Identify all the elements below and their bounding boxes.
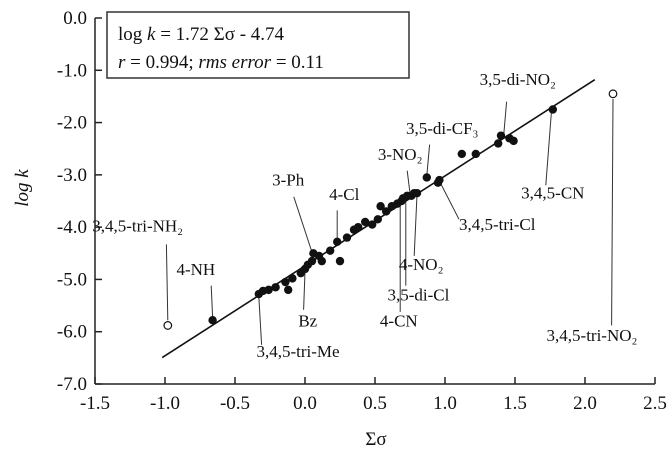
data-point <box>354 222 363 232</box>
annotation-leader-line <box>426 144 431 176</box>
leader-lines <box>165 99 614 345</box>
equation-line-1: log k = 1.72 Σσ - 4.74 <box>118 24 285 45</box>
annotation-label: 3,4,5-tri-Me <box>256 342 339 361</box>
annotation-label: 3,4,5-tri-Cl <box>459 215 536 234</box>
annotation-label: 4-NH <box>176 260 215 279</box>
data-point <box>288 274 297 283</box>
data-point <box>271 283 280 292</box>
equation-part: log <box>118 24 147 45</box>
y-tick-label: -1.0 <box>57 60 87 81</box>
equation-line-2: r = 0.994; rms error = 0.11 <box>118 52 324 73</box>
data-point <box>368 220 377 229</box>
x-tick-label: 0.0 <box>293 393 317 414</box>
annotation-leader-line <box>258 296 263 345</box>
data-point <box>307 256 317 266</box>
annotation-leader-line <box>406 170 411 194</box>
y-axis: 0.0 -1.0 -2.0 -3.0 -4.0 -5.0 -6.0 -7.0 <box>57 8 102 395</box>
data-point <box>548 105 557 114</box>
annotation-label: 3,4,5-CN <box>521 183 584 202</box>
x-tick-label: 2.0 <box>573 393 597 414</box>
annotation-leader-line <box>440 183 460 220</box>
open-data-point <box>163 321 173 330</box>
x-tick-label: 1.5 <box>503 393 527 414</box>
data-point <box>333 237 342 246</box>
equation-part: = 1.72 Σσ - 4.74 <box>155 24 284 45</box>
annotation-label: Bz <box>298 311 317 330</box>
annotation-label: 4-NO₂ <box>399 255 444 274</box>
annotations: 3,5-di-NO₂ 3,5-di-CF₃ 3-NO₂ 3-Ph 4-Cl 3,4,5-C… <box>92 70 637 361</box>
data-point <box>435 175 444 185</box>
data-point <box>412 188 422 198</box>
x-axis: -1.5 -1.0 -0.5 0.0 0.5 1.0 1.5 2.0 2.5 <box>80 377 667 414</box>
data-point <box>376 202 385 211</box>
annotation-label: 3,4,5-tri-NH₂ <box>92 216 183 235</box>
y-tick-label: 0.0 <box>63 8 87 29</box>
equation-part: = 0.11 <box>271 52 324 73</box>
x-tick-label: -0.5 <box>220 393 250 414</box>
equation-italic-part: r <box>118 52 126 73</box>
x-tick-label: 0.5 <box>363 393 387 414</box>
data-point <box>264 285 273 295</box>
annotation-label: 3,5-di-NO₂ <box>480 70 556 89</box>
data-point <box>494 139 503 148</box>
annotation-leader-line <box>545 112 552 186</box>
annotation-label: 4-Cl <box>329 185 360 204</box>
data-point <box>361 217 370 227</box>
annotation-leader-line <box>293 196 313 253</box>
equation-italic-part: k <box>147 24 156 45</box>
annotation-label: 3,5-di-CF₃ <box>406 119 479 138</box>
y-tick-label: -4.0 <box>57 217 87 238</box>
y-tick-label: -5.0 <box>57 269 87 290</box>
open-data-point <box>608 89 618 99</box>
x-tick-label: 2.5 <box>643 393 667 414</box>
annotation-leader-line <box>303 271 306 310</box>
x-tick-label: -1.0 <box>150 393 180 414</box>
annotation-leader-line <box>413 194 418 256</box>
data-point <box>457 149 466 159</box>
data-point <box>317 256 326 266</box>
y-tick-label: -6.0 <box>57 322 87 343</box>
data-point <box>208 316 217 325</box>
annotation-label: 3,5-di-Cl <box>387 285 449 304</box>
data-point <box>373 215 382 224</box>
annotation-label: 4-CN <box>380 311 418 330</box>
y-tick-label: -7.0 <box>57 374 87 395</box>
data-point <box>422 173 431 182</box>
data-point <box>281 277 290 287</box>
y-tick-label: -3.0 <box>57 165 87 186</box>
data-point <box>471 149 480 159</box>
y-axis-title: log k <box>12 169 33 207</box>
data-points <box>163 89 618 330</box>
annotation-label: 3-NO₂ <box>378 145 423 164</box>
equation-italic-part: rms error <box>198 52 271 73</box>
annotation-leader-line <box>210 285 214 318</box>
annotation-leader-line <box>611 99 614 326</box>
data-point <box>509 136 518 146</box>
equation-box-border <box>106 11 410 79</box>
x-tick-label: 1.0 <box>433 393 457 414</box>
x-tick-label: -1.5 <box>80 393 110 414</box>
data-point <box>284 285 293 295</box>
equation-box: log k = 1.72 Σσ - 4.74 r = 0.994; rms er… <box>106 11 410 79</box>
annotation-leader-line <box>503 101 508 135</box>
equation-part: = 0.994; <box>125 52 198 73</box>
y-tick-label: -2.0 <box>57 113 87 134</box>
data-point <box>335 256 345 266</box>
annotation-label: 3-Ph <box>272 170 305 189</box>
data-point <box>496 131 506 140</box>
annotation-label: 3,4,5-tri-NO₂ <box>547 326 638 345</box>
x-axis-title: Σσ <box>365 429 386 450</box>
data-point <box>326 246 335 255</box>
data-point <box>382 207 391 216</box>
data-point <box>342 233 352 242</box>
annotation-leader-line <box>165 244 169 321</box>
